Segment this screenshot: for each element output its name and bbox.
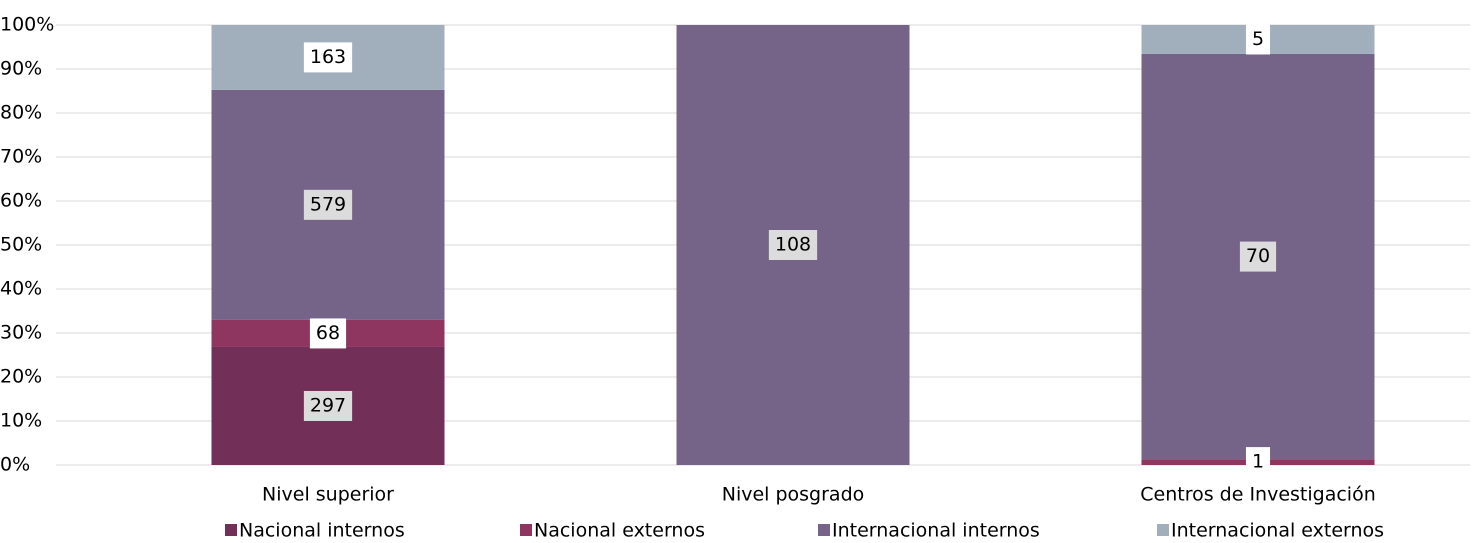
data-label-group: 1 [1245, 447, 1271, 478]
data-label-group: 163 [303, 42, 353, 73]
legend-swatch [520, 524, 532, 536]
data-label-box [1245, 24, 1271, 55]
y-tick-label: 80% [0, 102, 42, 124]
data-label: 579 [310, 193, 346, 215]
legend-label: Internacional internos [832, 520, 1040, 542]
data-label-group: 68 [309, 318, 347, 349]
y-tick-label: 100% [0, 14, 54, 36]
y-tick-label: 60% [0, 190, 42, 212]
data-label-group: 579 [303, 189, 353, 220]
y-tick-label: 0% [0, 454, 30, 476]
x-tick-label: Centros de Investigación [1140, 484, 1376, 506]
y-tick-label: 90% [0, 58, 42, 80]
y-tick-label: 70% [0, 146, 42, 168]
data-label-box [309, 318, 347, 349]
y-tick-label: 20% [0, 366, 42, 388]
x-tick-label: Nivel posgrado [722, 484, 865, 506]
legend-swatch [818, 524, 830, 536]
legend-swatch [225, 524, 237, 536]
data-label-group: 70 [1239, 241, 1277, 272]
data-label: 163 [310, 46, 346, 68]
legend-label: Internacional externos [1171, 520, 1384, 542]
y-tick-label: 30% [0, 322, 42, 344]
legend-label: Nacional internos [239, 520, 405, 542]
data-label-box [768, 230, 818, 260]
data-label: 5 [1252, 28, 1264, 50]
data-label: 297 [310, 394, 346, 416]
y-tick-label: 10% [0, 410, 42, 432]
data-label: 1 [1252, 451, 1264, 473]
data-label-group: 297 [303, 390, 353, 421]
data-label-group: 108 [768, 230, 818, 260]
y-tick-label: 40% [0, 278, 42, 300]
data-label-box [1245, 447, 1271, 478]
data-label-group: 5 [1245, 24, 1271, 55]
legend-swatch [1157, 524, 1169, 536]
data-label-box [1239, 241, 1277, 272]
data-label-box [303, 189, 353, 220]
x-tick-label: Nivel superior [262, 484, 394, 506]
data-label: 68 [316, 322, 340, 344]
data-label-box [303, 390, 353, 421]
data-label-box [303, 42, 353, 73]
y-tick-label: 50% [0, 234, 42, 256]
data-label: 70 [1246, 245, 1270, 267]
legend-label: Nacional externos [534, 520, 705, 542]
data-label: 108 [775, 234, 811, 256]
